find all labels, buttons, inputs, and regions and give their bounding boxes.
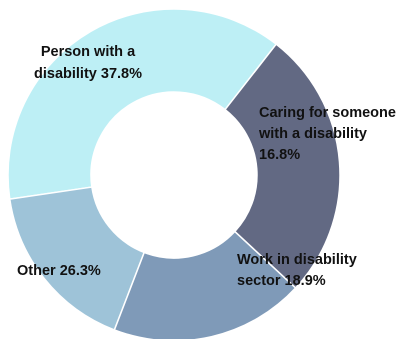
slice-label-line: sector 18.9%	[237, 273, 326, 289]
chart-slices	[7, 8, 341, 339]
slice-label-line: 16.8%	[259, 147, 300, 163]
slice-label-3: Work in disability sector 18.9%	[237, 252, 357, 289]
slice-label-1: Person with a disability 37.8%	[34, 44, 142, 82]
slice-2	[8, 186, 146, 331]
slice-label-line: disability 37.8%	[34, 66, 142, 82]
slice-label-4: Other 26.3%	[17, 263, 101, 279]
slice-4	[224, 43, 341, 289]
slice-3	[113, 230, 297, 339]
slice-label-line: Other 26.3%	[17, 263, 101, 279]
slice-label-line: with a disability	[258, 126, 367, 142]
chart-labels: Person with a disability 37.8% Caring for …	[17, 44, 396, 289]
slice-label-line: Person with a	[41, 44, 136, 60]
slice-label-2: Caring for someone with a disability 16.8%	[258, 105, 396, 163]
slice-label-line: Caring for someone	[259, 105, 396, 121]
slice-label-line: Work in disability	[237, 252, 357, 268]
slice-1	[7, 8, 278, 200]
